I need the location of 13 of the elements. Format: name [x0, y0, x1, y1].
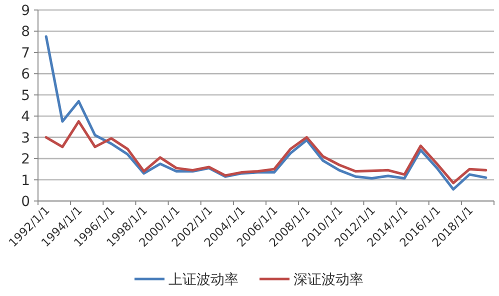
- y-tick-label: 4: [21, 109, 30, 126]
- line-series: [44, 120, 488, 184]
- y-tick-label: 1: [21, 172, 30, 189]
- y-tick-label: 9: [21, 3, 30, 19]
- legend-label: 深证波动率: [294, 272, 364, 288]
- y-tick-label: 3: [21, 130, 30, 146]
- y-tick-label: 0: [21, 194, 30, 210]
- y-tick-label: 2: [21, 152, 30, 168]
- y-tick-label: 8: [21, 24, 30, 40]
- y-tick-label: 6: [21, 66, 30, 83]
- y-tick-label: 7: [21, 45, 30, 62]
- legend-label: 上证波动率: [168, 272, 238, 288]
- y-tick-label: 5: [21, 88, 30, 104]
